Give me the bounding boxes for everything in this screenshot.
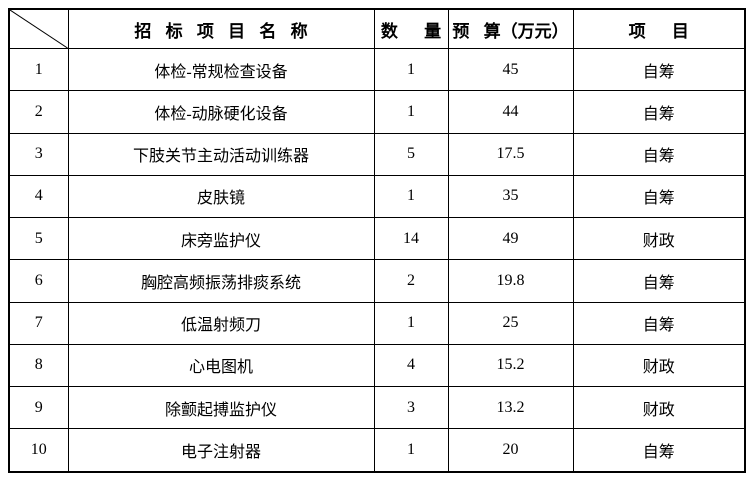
item-name-cell: 心电图机	[67, 343, 375, 388]
table-row: 3 下肢关节主动活动训练器 5 17.5 自筹	[8, 132, 746, 176]
budget-cell: 15.2	[447, 343, 574, 388]
column-header-budget: 预 算（万元）	[447, 8, 574, 49]
item-name-cell: 胸腔高频振荡排痰系统	[67, 259, 375, 303]
funding-source-cell: 财政	[572, 385, 746, 430]
funding-source-cell: 自筹	[572, 90, 746, 134]
column-header-project: 项 目	[572, 8, 746, 49]
row-number-cell: 1	[8, 47, 69, 92]
diagonal-line-icon	[10, 10, 68, 48]
budget-cell: 13.2	[447, 385, 574, 430]
row-number-cell: 4	[8, 174, 69, 219]
item-name-cell: 电子注射器	[67, 428, 375, 473]
budget-cell: 20	[447, 428, 574, 473]
row-number-cell: 5	[8, 216, 69, 261]
item-name-cell: 体检-动脉硬化设备	[67, 90, 375, 134]
funding-source-cell: 自筹	[572, 132, 746, 176]
row-number-cell: 2	[8, 90, 69, 134]
column-header-quantity: 数 量	[373, 8, 449, 49]
funding-source-cell: 财政	[572, 343, 746, 388]
quantity-cell: 14	[373, 216, 449, 261]
funding-source-cell: 自筹	[572, 428, 746, 473]
corner-cell	[8, 8, 69, 49]
funding-source-cell: 自筹	[572, 301, 746, 345]
row-number-cell: 9	[8, 385, 69, 430]
table-row: 4 皮肤镜 1 35 自筹	[8, 174, 746, 219]
table-row: 10 电子注射器 1 20 自筹	[8, 428, 746, 473]
budget-cell: 17.5	[447, 132, 574, 176]
item-name-cell: 体检-常规检查设备	[67, 47, 375, 92]
quantity-cell: 4	[373, 343, 449, 388]
funding-source-cell: 自筹	[572, 47, 746, 92]
budget-cell: 19.8	[447, 259, 574, 303]
quantity-cell: 3	[373, 385, 449, 430]
table-row: 7 低温射频刀 1 25 自筹	[8, 301, 746, 345]
item-name-cell: 皮肤镜	[67, 174, 375, 219]
budget-cell: 35	[447, 174, 574, 219]
table-row: 8 心电图机 4 15.2 财政	[8, 343, 746, 388]
quantity-cell: 1	[373, 301, 449, 345]
row-number-cell: 10	[8, 428, 69, 473]
header-row: 招 标 项 目 名 称 数 量 预 算（万元） 项 目	[8, 8, 746, 49]
row-number-cell: 8	[8, 343, 69, 388]
bid-items-table: 招 标 项 目 名 称 数 量 预 算（万元） 项 目 1 体检-常规检查设备 …	[8, 8, 746, 473]
row-number-cell: 3	[8, 132, 69, 176]
quantity-cell: 1	[373, 174, 449, 219]
item-name-cell: 低温射频刀	[67, 301, 375, 345]
budget-cell: 44	[447, 90, 574, 134]
item-name-cell: 下肢关节主动活动训练器	[67, 132, 375, 176]
quantity-cell: 1	[373, 428, 449, 473]
budget-cell: 49	[447, 216, 574, 261]
column-header-project-name: 招 标 项 目 名 称	[67, 8, 375, 49]
item-name-cell: 床旁监护仪	[67, 216, 375, 261]
quantity-cell: 1	[373, 90, 449, 134]
table-row: 6 胸腔高频振荡排痰系统 2 19.8 自筹	[8, 259, 746, 303]
quantity-cell: 2	[373, 259, 449, 303]
row-number-cell: 7	[8, 301, 69, 345]
row-number-cell: 6	[8, 259, 69, 303]
funding-source-cell: 自筹	[572, 259, 746, 303]
table-row: 1 体检-常规检查设备 1 45 自筹	[8, 47, 746, 92]
table-row: 5 床旁监护仪 14 49 财政	[8, 216, 746, 261]
budget-cell: 45	[447, 47, 574, 92]
quantity-cell: 1	[373, 47, 449, 92]
funding-source-cell: 自筹	[572, 174, 746, 219]
item-name-cell: 除颤起搏监护仪	[67, 385, 375, 430]
table-row: 9 除颤起搏监护仪 3 13.2 财政	[8, 385, 746, 430]
budget-cell: 25	[447, 301, 574, 345]
table-row: 2 体检-动脉硬化设备 1 44 自筹	[8, 90, 746, 134]
funding-source-cell: 财政	[572, 216, 746, 261]
quantity-cell: 5	[373, 132, 449, 176]
